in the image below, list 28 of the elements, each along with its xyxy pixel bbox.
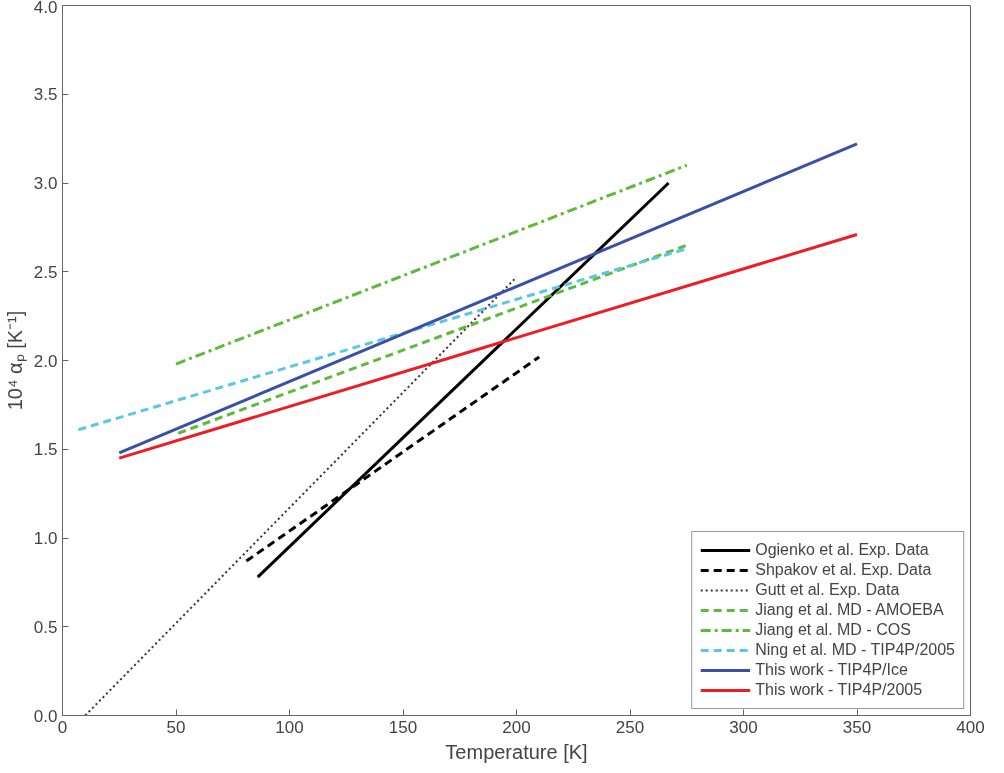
legend-label: This work - TIP4P/Ice xyxy=(755,660,908,680)
y-tick-label: 2.0 xyxy=(33,351,58,371)
x-tick-label: 200 xyxy=(502,717,531,737)
x-axis-title: Temperature [K] xyxy=(445,740,588,763)
x-tick-label: 400 xyxy=(956,717,985,737)
legend-label: Gutt et al. Exp. Data xyxy=(755,580,900,600)
legend-label: Ogienko et al. Exp. Data xyxy=(755,540,929,560)
legend-label: Jiang et al. MD - AMOEBA xyxy=(755,600,944,620)
legend-label: This work - TIP4P/2005 xyxy=(755,680,923,700)
y-tick-label: 1.5 xyxy=(33,440,58,460)
x-tick-label: 100 xyxy=(275,717,304,737)
y-tick-label: 0.0 xyxy=(33,706,58,726)
y-tick-label: 0.5 xyxy=(33,617,58,637)
y-tick-label: 2.5 xyxy=(33,262,58,282)
x-tick-label: 50 xyxy=(166,717,186,737)
x-tick-label: 300 xyxy=(729,717,758,737)
y-axis-title: 10⁴ αₚ [K⁻¹] xyxy=(3,310,27,411)
y-tick-label: 3.0 xyxy=(33,174,58,193)
x-tick-label: 250 xyxy=(615,717,645,737)
legend-label: Shpakov et al. Exp. Data xyxy=(755,560,932,580)
y-tick-label: 4.0 xyxy=(33,0,58,17)
y-tick-label: 1.0 xyxy=(33,529,58,548)
x-tick-label: 350 xyxy=(842,717,872,737)
y-tick-label: 3.5 xyxy=(33,85,58,105)
legend-label: Ning et al. MD - TIP4P/2005 xyxy=(755,640,955,660)
legend-label: Jiang et al. MD - COS xyxy=(755,620,911,640)
x-tick-label: 0 xyxy=(57,717,68,737)
x-tick-label: 150 xyxy=(388,717,418,737)
